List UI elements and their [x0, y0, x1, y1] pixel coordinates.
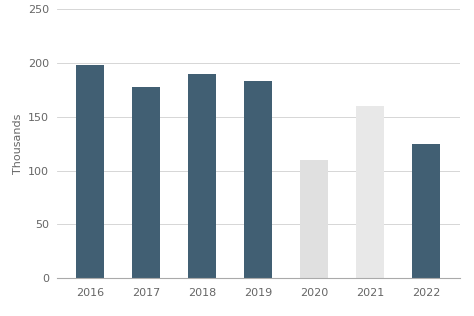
Bar: [188, 74, 216, 278]
Bar: [412, 144, 440, 278]
Bar: [301, 160, 328, 278]
Y-axis label: Thousands: Thousands: [12, 113, 23, 174]
Bar: [244, 82, 273, 278]
Bar: [132, 87, 160, 278]
Bar: [356, 106, 384, 278]
Bar: [76, 65, 104, 278]
